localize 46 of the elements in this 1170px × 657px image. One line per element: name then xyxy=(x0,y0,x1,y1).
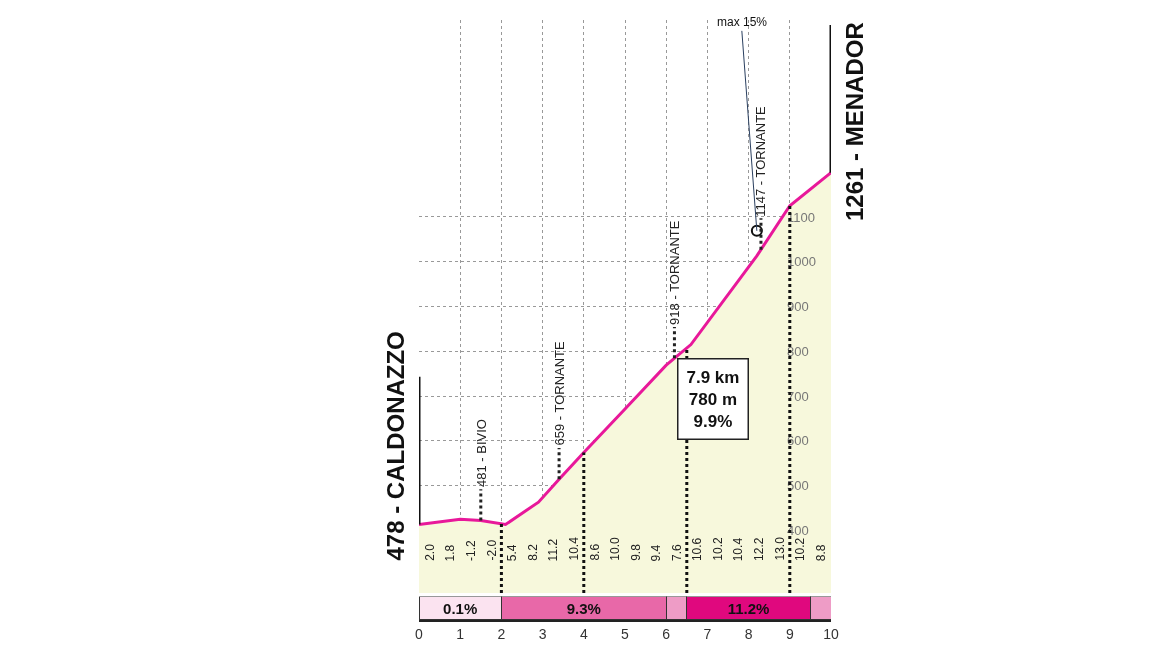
annotation: 11.2 xyxy=(546,538,561,562)
x-tick-label: 6 xyxy=(662,625,671,642)
annotation: max 15% xyxy=(717,15,768,29)
ref-line-label: 1147 - TORNANTE xyxy=(753,105,769,217)
series-label: 9.3% xyxy=(566,599,601,617)
annotation: 9.8 xyxy=(628,543,643,561)
annotation: 5.4 xyxy=(505,544,520,562)
ref-line-label: 481 - BIVIO xyxy=(473,419,489,487)
annotation: 9.4 xyxy=(649,544,664,562)
series-label: 0.1% xyxy=(443,599,478,617)
annotation: 8.2 xyxy=(525,543,540,561)
series-label: 11.2% xyxy=(727,599,770,617)
annotation: 7.9 km 780 m 9.9% xyxy=(686,367,740,431)
annotation: 478 - CALDONAZZO xyxy=(382,331,410,561)
annotation: 10.2 xyxy=(793,537,808,562)
annotation: 10.2 xyxy=(710,537,725,561)
x-tick-label: 1 xyxy=(456,625,465,642)
annotation: 8.6 xyxy=(587,543,602,561)
annotation: -2.0 xyxy=(484,539,499,561)
annotation: 1.8 xyxy=(443,544,458,562)
annotation: 10.4 xyxy=(731,537,746,562)
annotation: -1.2 xyxy=(464,540,478,561)
annotation: 10.6 xyxy=(690,537,705,562)
x-tick-label: 5 xyxy=(621,625,630,642)
annotation: 13.0 xyxy=(772,536,787,561)
y-tick-label: 800 xyxy=(787,343,809,359)
y-tick-label: 400 xyxy=(787,522,809,538)
annotation: 8.8 xyxy=(814,544,829,562)
annotation: 12.2 xyxy=(751,537,766,561)
x-tick-label: 7 xyxy=(703,625,712,642)
x-tick-label: 8 xyxy=(744,625,753,642)
annotation: 1261 - MENADOR xyxy=(841,22,868,221)
y-tick-label: 600 xyxy=(787,433,809,449)
annotation: 10.0 xyxy=(607,537,622,561)
x-tick-label: 3 xyxy=(538,625,547,642)
x-tick-label: 9 xyxy=(785,625,794,642)
ref-line-label: 659 - TORNANTE xyxy=(551,340,567,446)
x-tick-label: 10 xyxy=(823,625,839,642)
x-tick-label: 4 xyxy=(579,625,588,642)
annotation: 7.6 xyxy=(670,543,684,561)
annotation: 2.0 xyxy=(422,543,437,561)
x-tick-label: 0 xyxy=(415,625,424,642)
y-tick-label: 1000 xyxy=(787,254,816,270)
x-tick-label: 2 xyxy=(497,625,506,642)
annotation: 10.4 xyxy=(566,536,581,561)
ref-line-label: 918 - TORNANTE xyxy=(667,220,682,325)
